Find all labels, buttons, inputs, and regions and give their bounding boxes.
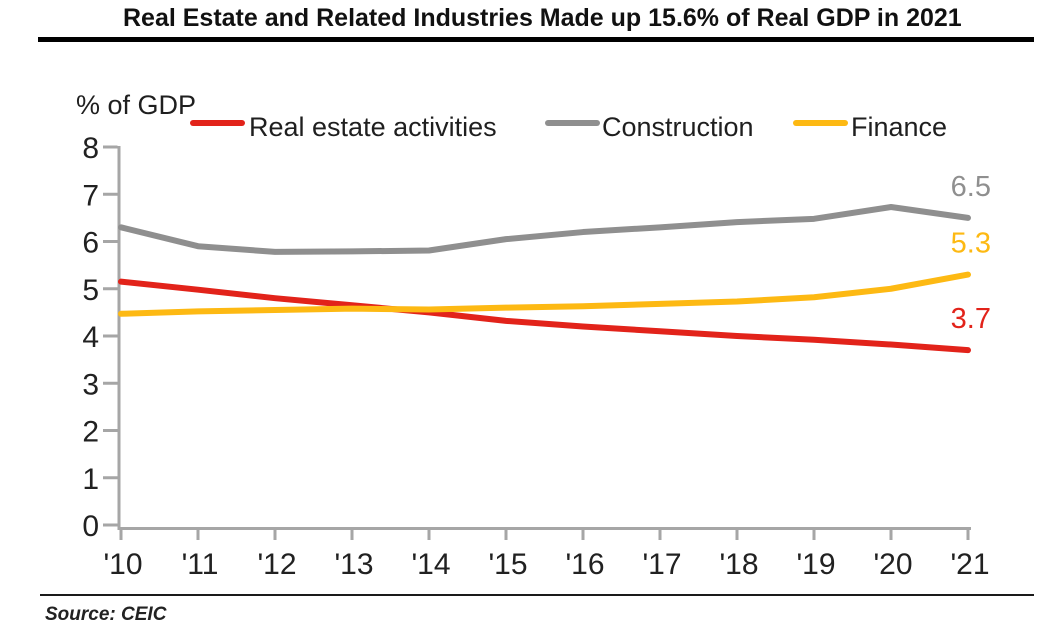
x-tick-label: '11 [182, 548, 219, 581]
x-tick-label: '21 [950, 548, 989, 581]
x-tick-label: '19 [796, 548, 835, 581]
chart-title: Real Estate and Related Industries Made … [123, 4, 962, 32]
y-tick-label: 4 [82, 321, 99, 354]
title-rule [38, 37, 1034, 42]
y-tick-label: 6 [82, 227, 99, 260]
footer-rule [40, 594, 1034, 596]
legend-swatch-real-estate-activities [190, 120, 245, 126]
legend-label-real-estate-activities: Real estate activities [249, 112, 497, 142]
x-tick-label: '15 [488, 548, 527, 581]
y-tick-label: 7 [82, 179, 99, 212]
series-line-construction [118, 204, 971, 255]
y-tick-label: 1 [82, 463, 99, 496]
series-end-label-construction: 6.5 [951, 171, 991, 203]
x-tick-label: '10 [103, 548, 142, 581]
x-tick-label: '16 [565, 548, 604, 581]
y-axis-caption: % of GDP [76, 90, 197, 120]
legend-label-construction: Construction [602, 112, 754, 142]
legend-swatch-construction [545, 120, 600, 126]
y-tick-label: 8 [82, 132, 99, 165]
y-tick-label: 5 [82, 274, 99, 307]
series-line-finance [118, 271, 971, 317]
x-tick-label: '12 [257, 548, 296, 581]
series-end-label-real-estate-activities: 3.7 [951, 303, 991, 335]
legend-swatch-finance [793, 120, 848, 126]
x-tick-label: '18 [719, 548, 758, 581]
source-note: Source: CEIC [45, 604, 167, 625]
series-end-label-finance: 5.3 [951, 228, 991, 260]
legend-label-finance: Finance [851, 112, 948, 142]
x-tick-label: '17 [642, 548, 681, 581]
y-tick-label: 3 [82, 368, 99, 401]
series-line-real-estate-activities [118, 278, 971, 354]
y-tick-label: 0 [82, 510, 99, 543]
y-tick-label: 2 [82, 416, 99, 449]
x-tick-label: '13 [334, 548, 373, 581]
x-tick-label: '20 [873, 548, 912, 581]
x-tick-label: '14 [411, 548, 450, 581]
